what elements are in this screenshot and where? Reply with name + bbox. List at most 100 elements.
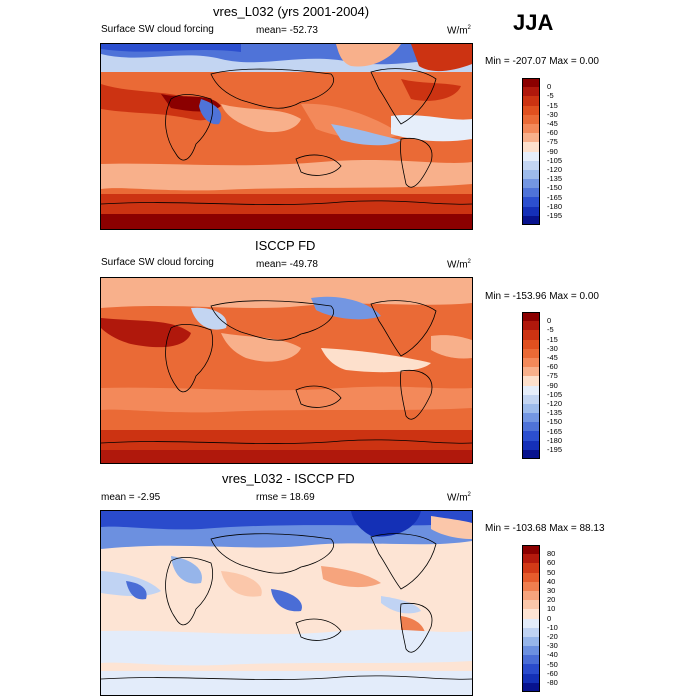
colorbar-swatch xyxy=(522,655,540,665)
colorbar-tick-label: -105 xyxy=(547,155,563,165)
colorbar-swatch xyxy=(522,160,540,170)
colorbar-swatch xyxy=(522,206,540,216)
panel1-mean-label: mean= -52.73 xyxy=(256,25,318,36)
colorbar-swatch xyxy=(522,403,540,414)
colorbar-tick-label: -80 xyxy=(547,678,558,687)
colorbar-tick-label: -90 xyxy=(547,380,558,390)
colorbar-tick-label: -135 xyxy=(547,174,563,184)
colorbar-tick-label: -120 xyxy=(547,165,563,174)
colorbar-tick-label: -45 xyxy=(547,353,558,362)
colorbar-tick-label: -150 xyxy=(547,417,563,427)
colorbar-swatch xyxy=(522,105,540,115)
panel2-minmax: Min = -153.96 Max = 0.00 xyxy=(485,291,599,302)
colorbar-tick-label: -5 xyxy=(547,91,554,101)
colorbar-tick-label: -135 xyxy=(547,408,563,418)
panel2-variable-label: Surface SW cloud forcing xyxy=(101,257,214,268)
colorbar-swatch xyxy=(522,197,540,207)
colorbar-swatch xyxy=(522,581,540,591)
colorbar-tick-label: -50 xyxy=(547,659,558,669)
panel2-mean-label: mean= -49.78 xyxy=(256,259,318,270)
colorbar-tick-label: -165 xyxy=(547,426,563,436)
panel3-minmax: Min = -103.68 Max = 88.13 xyxy=(485,523,605,534)
colorbar-tick-label: -60 xyxy=(547,668,558,678)
panel1-map xyxy=(100,43,473,230)
colorbar-tick-label: 60 xyxy=(547,558,556,568)
colorbar-swatch xyxy=(522,646,540,656)
colorbar-swatch xyxy=(522,357,540,368)
colorbar-swatch xyxy=(522,312,540,322)
panel2-title: ISCCP FD xyxy=(255,238,316,253)
colorbar-swatch xyxy=(522,422,540,432)
colorbar-swatch xyxy=(522,96,540,106)
panel2-map xyxy=(100,277,473,464)
colorbar-tick-label: -75 xyxy=(547,137,558,147)
colorbar-swatch xyxy=(522,151,540,161)
colorbar-swatch xyxy=(522,87,540,97)
colorbar-swatch xyxy=(522,188,540,198)
colorbar-tick-label: -30 xyxy=(547,343,558,353)
colorbar-tick-label: 80 xyxy=(547,549,556,559)
colorbar-swatch xyxy=(522,682,540,692)
colorbar-swatch xyxy=(522,142,540,152)
colorbar-swatch xyxy=(522,179,540,189)
colorbar-tick-label: -195 xyxy=(547,211,563,220)
panel3-units: W/m2 xyxy=(447,492,471,504)
colorbar-swatch xyxy=(522,348,540,358)
colorbar-swatch xyxy=(522,449,540,459)
colorbar-tick-label: 40 xyxy=(547,576,556,586)
colorbar-swatch xyxy=(522,133,540,143)
colorbar-swatch xyxy=(522,376,540,386)
colorbar-tick-label: -20 xyxy=(547,632,558,641)
colorbar-swatch xyxy=(522,440,540,450)
panel3-mean-label: mean = -2.95 xyxy=(101,492,161,503)
colorbar-swatch xyxy=(522,367,540,377)
colorbar-tick-label: -120 xyxy=(547,399,563,408)
colorbar-swatch xyxy=(522,545,540,555)
colorbar-swatch xyxy=(522,600,540,610)
colorbar-tick-label: 0 xyxy=(547,316,552,326)
colorbar-swatch xyxy=(522,123,540,134)
colorbar-tick-label: -165 xyxy=(547,192,563,202)
season-label: JJA xyxy=(513,10,554,35)
colorbar-swatch xyxy=(522,339,540,349)
colorbar-swatch xyxy=(522,114,540,124)
colorbar-tick-label: -90 xyxy=(547,146,558,156)
colorbar-swatch xyxy=(522,609,540,619)
colorbar-swatch xyxy=(522,385,540,395)
colorbar-swatch xyxy=(522,673,540,683)
colorbar-tick-label: 20 xyxy=(547,595,556,605)
colorbar-tick-label: -60 xyxy=(547,128,558,138)
colorbar-swatch xyxy=(522,627,540,637)
colorbar-swatch xyxy=(522,554,540,564)
colorbar-swatch xyxy=(522,413,540,423)
colorbar-tick-label: 0 xyxy=(547,613,552,623)
colorbar-swatch xyxy=(522,321,540,331)
colorbar-tick-label: -10 xyxy=(547,622,558,632)
colorbar-tick-label: -75 xyxy=(547,371,558,381)
colorbar-swatch xyxy=(522,330,540,340)
colorbar-swatch xyxy=(522,636,540,647)
colorbar-tick-label: -180 xyxy=(547,201,563,211)
colorbar-tick-label: 30 xyxy=(547,586,556,595)
colorbar-tick-label: -15 xyxy=(547,100,558,110)
colorbar-tick-label: -5 xyxy=(547,325,554,335)
colorbar-tick-label: 0 xyxy=(547,82,552,92)
colorbar-tick-label: 10 xyxy=(547,604,556,614)
colorbar-swatch xyxy=(522,215,540,225)
colorbar-swatch xyxy=(522,590,540,601)
colorbar-tick-label: -105 xyxy=(547,389,563,399)
colorbar-tick-label: -150 xyxy=(547,183,563,193)
colorbar-tick-label: -45 xyxy=(547,119,558,128)
colorbar-swatch xyxy=(522,618,540,628)
colorbar-swatch xyxy=(522,572,540,582)
colorbar-swatch xyxy=(522,394,540,404)
panel1-colorbar xyxy=(522,78,540,225)
panel1-minmax: Min = -207.07 Max = 0.00 xyxy=(485,56,599,67)
panel3-colorbar xyxy=(522,545,540,692)
colorbar-swatch xyxy=(522,431,540,441)
colorbar-swatch xyxy=(522,664,540,674)
panel3-map xyxy=(100,510,473,696)
colorbar-tick-label: -30 xyxy=(547,109,558,119)
colorbar-swatch xyxy=(522,78,540,88)
colorbar-tick-label: -40 xyxy=(547,650,558,660)
